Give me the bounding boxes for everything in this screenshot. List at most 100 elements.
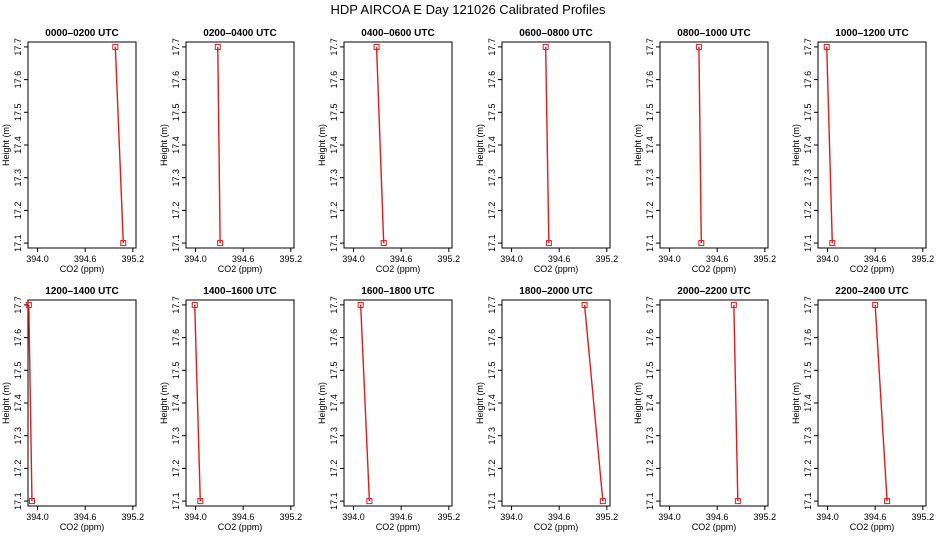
data-point — [884, 498, 891, 505]
x-axis-label: CO2 (ppm) — [376, 522, 421, 532]
main-title: HDP AIRCOA E Day 121026 Calibrated Profi… — [330, 2, 606, 17]
y-tick-label: 17.7 — [13, 296, 23, 314]
data-point — [545, 240, 552, 247]
x-tick-label: 394.6 — [232, 254, 255, 264]
x-tick-label: 394.6 — [232, 512, 255, 522]
x-tick-label: 394.0 — [500, 254, 523, 264]
profile-panel: 0400–0600 UTC 394.0 394.6 395.2 17.1 17.2 17.3… — [317, 28, 460, 274]
profile-panel: 0200–0400 UTC 394.0 394.6 395.2 17.1 17.2 17.3… — [159, 28, 302, 274]
panel-title: 0800–1000 UTC — [677, 28, 750, 39]
x-axis-label: CO2 (ppm) — [534, 264, 579, 274]
x-tick-label: 394.0 — [342, 254, 365, 264]
y-tick-label: 17.2 — [13, 202, 23, 220]
y-tick-label: 17.6 — [803, 71, 813, 89]
data-point — [197, 498, 204, 505]
y-tick-label: 17.2 — [13, 460, 23, 478]
x-tick-label: 395.2 — [122, 254, 145, 264]
y-tick-label: 17.3 — [487, 427, 497, 445]
y-tick-label: 17.6 — [329, 329, 339, 347]
y-tick-label: 17.7 — [487, 296, 497, 314]
y-tick-label: 17.4 — [803, 394, 813, 412]
y-tick-label: 17.5 — [13, 104, 23, 122]
x-axis-label: CO2 (ppm) — [376, 264, 421, 274]
x-axis-label: CO2 (ppm) — [60, 522, 105, 532]
x-tick-label: 394.6 — [390, 254, 413, 264]
data-point — [366, 498, 373, 505]
y-tick-label: 17.1 — [487, 234, 497, 252]
y-tick-label: 17.5 — [329, 104, 339, 122]
y-tick-label: 17.3 — [803, 427, 813, 445]
y-tick-label: 17.5 — [645, 362, 655, 380]
x-tick-label: 394.0 — [26, 254, 49, 264]
y-tick-label: 17.7 — [803, 38, 813, 56]
y-tick-label: 17.5 — [171, 362, 181, 380]
plot-frame — [185, 299, 295, 507]
y-tick-label: 17.2 — [803, 460, 813, 478]
panel-title: 0600–0800 UTC — [519, 28, 592, 39]
profile-line — [194, 304, 201, 502]
panel-title: 2000–2200 UTC — [677, 286, 750, 297]
plot-frame — [659, 41, 769, 249]
y-tick-label: 17.4 — [329, 136, 339, 154]
data-point — [599, 498, 606, 505]
profile-panel: 1200–1400 UTC 394.0 394.6 395.2 17.1 17.2 17.3… — [1, 286, 144, 532]
profile-line — [375, 46, 385, 244]
y-tick-label: 17.4 — [171, 394, 181, 412]
y-tick-label: 17.5 — [487, 104, 497, 122]
data-point — [698, 240, 705, 247]
y-tick-label: 17.2 — [171, 460, 181, 478]
profile-line — [583, 304, 604, 502]
profile-line — [874, 304, 888, 502]
y-axis-label: Height (m) — [317, 124, 327, 166]
y-tick-label: 17.6 — [487, 71, 497, 89]
x-tick-label: 394.0 — [658, 512, 681, 522]
plot-frame — [659, 299, 769, 507]
x-tick-label: 394.6 — [706, 512, 729, 522]
data-point — [734, 498, 741, 505]
x-tick-label: 394.0 — [184, 512, 207, 522]
data-point — [380, 240, 387, 247]
profile-panel: 2000–2200 UTC 394.0 394.6 395.2 17.1 17.2 17.3… — [633, 286, 776, 532]
data-point — [695, 43, 702, 50]
x-tick-label: 394.0 — [184, 254, 207, 264]
x-axis-label: CO2 (ppm) — [218, 264, 263, 274]
y-tick-label: 17.7 — [329, 296, 339, 314]
data-point — [730, 301, 737, 308]
data-point — [823, 43, 830, 50]
y-tick-label: 17.5 — [645, 104, 655, 122]
x-tick-label: 394.0 — [816, 254, 839, 264]
y-tick-label: 17.2 — [487, 202, 497, 220]
y-tick-label: 17.1 — [645, 234, 655, 252]
y-axis-label: Height (m) — [159, 382, 169, 424]
y-tick-label: 17.2 — [329, 202, 339, 220]
y-tick-label: 17.3 — [13, 169, 23, 187]
y-tick-label: 17.5 — [329, 362, 339, 380]
profile-line — [733, 304, 739, 502]
plot-frame — [343, 299, 453, 507]
y-tick-label: 17.3 — [171, 427, 181, 445]
x-tick-label: 394.6 — [74, 512, 97, 522]
profile-panel: 1800–2000 UTC 394.0 394.6 395.2 17.1 17.2 17.3… — [475, 286, 618, 532]
y-tick-label: 17.4 — [645, 136, 655, 154]
data-point — [829, 240, 836, 247]
y-tick-label: 17.7 — [803, 296, 813, 314]
x-tick-label: 394.6 — [706, 254, 729, 264]
y-axis-label: Height (m) — [791, 124, 801, 166]
profile-panel: 1000–1200 UTC 394.0 394.6 395.2 17.1 17.2 17.3… — [791, 28, 934, 274]
y-axis-label: Height (m) — [1, 382, 11, 424]
profile-line — [544, 46, 550, 244]
panel-title: 0400–0600 UTC — [361, 28, 434, 39]
panel-title: 1600–1800 UTC — [361, 286, 434, 297]
data-point — [581, 301, 588, 308]
x-axis-label: CO2 (ppm) — [692, 264, 737, 274]
y-tick-label: 17.1 — [171, 492, 181, 510]
data-point — [112, 43, 119, 50]
y-tick-label: 17.3 — [803, 169, 813, 187]
y-tick-label: 17.3 — [13, 427, 23, 445]
x-tick-label: 394.6 — [390, 512, 413, 522]
x-tick-label: 394.0 — [816, 512, 839, 522]
profile-panel: 0800–1000 UTC 394.0 394.6 395.2 17.1 17.2 17.3… — [633, 28, 776, 274]
y-tick-label: 17.2 — [329, 460, 339, 478]
y-tick-label: 17.2 — [487, 460, 497, 478]
